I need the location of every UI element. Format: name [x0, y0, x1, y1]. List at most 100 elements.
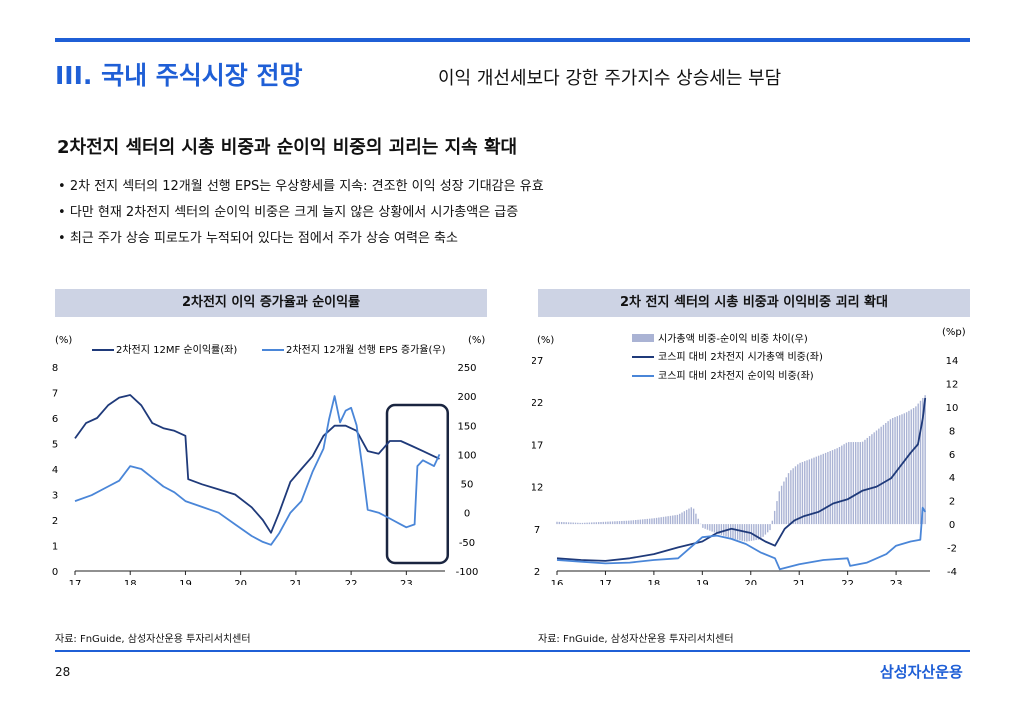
bar-mark — [676, 514, 679, 525]
bar-mark — [597, 522, 600, 525]
right-tick-label: 8 — [949, 426, 955, 437]
right-tick-label: 250 — [457, 363, 476, 374]
bar-mark — [611, 521, 614, 525]
x-tick-label: 17 — [69, 579, 82, 585]
bar-mark — [718, 524, 720, 535]
bar-mark — [604, 521, 607, 525]
bar-mark — [804, 461, 806, 525]
x-tick-label: 18 — [648, 579, 661, 585]
chart1-right-unit: (%) — [468, 335, 485, 346]
right-tick-label: -100 — [456, 567, 479, 578]
bar-mark — [665, 516, 667, 525]
bar-mark — [873, 432, 875, 525]
bar-mark — [857, 442, 859, 525]
bullet-item: 2차 전지 섹터의 12개월 선행 EPS는 우상향세를 지속: 견조한 이익 … — [58, 180, 544, 206]
legend-label-lightblue: 2차전지 12개월 선행 EPS 증가율(우) — [286, 344, 446, 356]
chart1: (%) (%) 2차전지 12MF 순이익률(좌) 2차전지 12개월 선행 E… — [52, 335, 486, 585]
bar-mark — [764, 524, 767, 535]
bar-mark — [692, 508, 695, 525]
x-tick-label: 21 — [793, 579, 806, 585]
section-title: III. 국내 주식시장 전망 — [55, 61, 303, 90]
bar-mark — [762, 524, 764, 537]
bar-mark — [783, 481, 785, 525]
left-tick-label: 12 — [532, 483, 543, 494]
bar-mark — [922, 397, 924, 525]
x-tick-label: 19 — [179, 579, 192, 585]
chart2-source: 자료: FnGuide, 삼성자산운용 투자리서치센터 — [538, 634, 734, 645]
bar-mark — [836, 448, 838, 525]
right-tick-label: -50 — [459, 538, 475, 549]
bar-mark — [635, 520, 637, 525]
left-tick-label: 27 — [532, 356, 543, 367]
bar-mark — [838, 446, 841, 525]
bar-mark — [806, 460, 808, 525]
bar-mark — [797, 464, 799, 525]
bar-mark — [767, 524, 769, 533]
bar-mark — [625, 520, 628, 525]
bar-mark — [632, 520, 635, 525]
x-tick-label: 17 — [599, 579, 612, 585]
brand-logo: 삼성자산운용 — [880, 663, 963, 681]
bar-mark — [917, 403, 919, 525]
top-rule — [55, 38, 970, 42]
legend-label-bar: 시가총액 비중-순이익 비중 차이(우) — [658, 333, 808, 345]
bar-mark — [732, 524, 734, 539]
bar-mark — [607, 521, 609, 525]
bar-mark — [584, 522, 586, 525]
bar-mark — [600, 521, 602, 525]
bar-mark — [831, 450, 834, 525]
bar-mark — [808, 459, 811, 525]
bar-mark — [660, 517, 662, 525]
bar-mark — [695, 513, 697, 525]
right-tick-label: 100 — [457, 450, 476, 461]
series-line-1 — [556, 397, 927, 562]
bar-mark — [864, 439, 866, 525]
right-tick-label: 4 — [949, 473, 955, 484]
bar-mark — [729, 524, 732, 538]
chart2-left-unit: (%) — [537, 335, 554, 346]
bar-mark — [560, 521, 563, 525]
chart2-right-unit: (%p) — [942, 327, 966, 338]
bar-mark — [672, 515, 674, 525]
bar-mark — [739, 524, 741, 541]
legend-label-navy: 2차전지 12MF 순이익률(좌) — [116, 344, 237, 356]
bar-mark — [773, 510, 776, 525]
bar-mark — [674, 515, 676, 525]
bar-mark — [919, 400, 922, 525]
right-tick-label: 0 — [464, 509, 470, 520]
bar-mark — [924, 395, 926, 525]
bar-mark — [757, 524, 760, 540]
bar-mark — [776, 501, 778, 525]
bar-mark — [852, 442, 855, 525]
bar-mark — [591, 522, 593, 525]
bar-mark — [771, 520, 774, 525]
bar-mark — [801, 461, 804, 525]
bar-mark — [850, 442, 852, 525]
legend-label-navy: 코스피 대비 2차전지 시가총액 비중(좌) — [658, 351, 823, 363]
series-line-2 — [556, 506, 926, 571]
series-line-1 — [74, 395, 441, 546]
bar-mark — [558, 521, 561, 525]
right-tick-label: -2 — [947, 544, 957, 555]
bar-mark — [841, 445, 843, 525]
headline: 이익 개선세보다 강한 주가지수 상승세는 부담 — [438, 68, 782, 89]
bar-mark — [574, 522, 577, 525]
bar-mark — [854, 442, 857, 525]
bar-mark — [570, 522, 572, 525]
bar-mark — [915, 406, 917, 525]
bar-mark — [898, 415, 901, 525]
bar-mark — [567, 522, 570, 525]
right-tick-label: 0 — [949, 520, 955, 531]
left-tick-label: 7 — [52, 389, 58, 400]
bar-mark — [702, 524, 704, 528]
bar-mark — [866, 437, 868, 525]
bar-mark — [817, 455, 820, 525]
x-tick-label: 23 — [400, 579, 413, 585]
bar-mark — [639, 519, 642, 525]
bar-mark — [882, 424, 885, 525]
chart1-left-unit: (%) — [55, 335, 72, 346]
bar-mark — [892, 418, 894, 525]
bar-mark — [720, 524, 723, 535]
left-tick-label: 17 — [532, 440, 543, 451]
bar-mark — [824, 452, 827, 525]
